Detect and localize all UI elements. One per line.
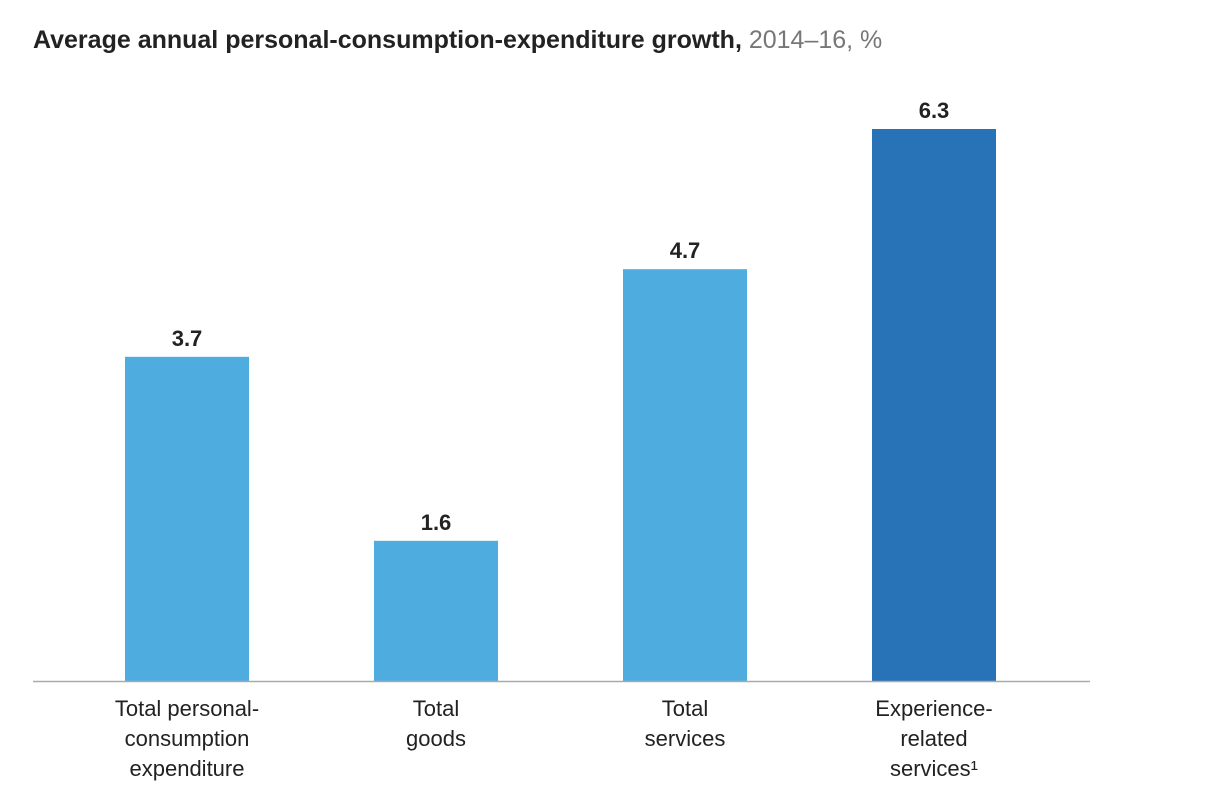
value-label-2: 1.6 — [421, 510, 452, 535]
chart-title-main: Average annual personal-consumption-expe… — [33, 26, 742, 54]
category-label-1-line-1: Total personal- — [115, 696, 259, 721]
bar-3 — [623, 269, 747, 681]
value-label-3: 4.7 — [670, 238, 701, 263]
category-label-2-line-1: Total — [413, 696, 459, 721]
category-label-4-line-3: services¹ — [890, 756, 978, 781]
value-label-1: 3.7 — [172, 326, 203, 351]
category-label-2-line-2: goods — [406, 726, 466, 751]
category-label-4-line-1: Experience- — [875, 696, 992, 721]
category-label-3-line-1: Total — [662, 696, 708, 721]
category-label-4-line-2: related — [900, 726, 967, 751]
bar-4 — [872, 129, 996, 681]
chart-subtitle: 2014–16, % — [748, 26, 883, 54]
category-label-3-line-2: services — [645, 726, 726, 751]
value-label-4: 6.3 — [919, 98, 950, 123]
chart-title: Average annual personal-consumption-expe… — [33, 24, 882, 56]
category-label-1-line-2: consumption — [125, 726, 250, 751]
bar-2 — [374, 540, 498, 681]
bar-1 — [125, 356, 249, 681]
category-label-1-line-3: expenditure — [130, 756, 245, 781]
